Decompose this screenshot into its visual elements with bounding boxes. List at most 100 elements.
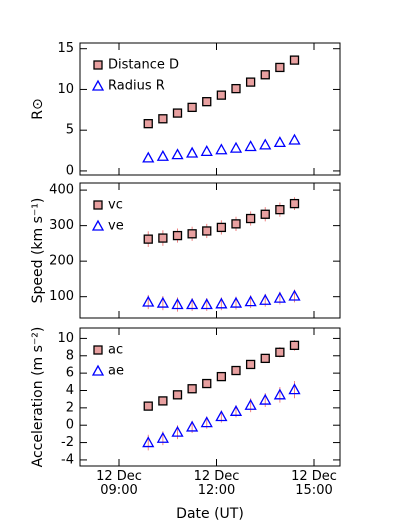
marker-square [245,77,256,87]
marker-triangle [156,296,169,308]
marker-square [158,396,168,406]
marker-square [172,230,183,241]
y-tick-label: 400 [49,183,74,198]
legend-marker [93,60,103,70]
marker-triangle [200,298,213,310]
marker-triangle [200,145,213,157]
marker-square [143,234,153,244]
marker-square [260,209,270,219]
marker-square [245,213,256,224]
marker-triangle [186,298,199,310]
marker-square [158,233,168,243]
marker-triangle [244,398,257,410]
marker-triangle [142,436,155,448]
marker-square [172,108,183,118]
legend-label: ae [108,364,124,379]
marker-square [231,219,241,229]
y-tick-label: 100 [49,289,74,304]
marker-triangle [259,393,272,405]
marker-square [289,340,300,351]
marker-triangle [156,431,169,443]
marker-square [202,378,212,389]
marker-square [187,384,197,394]
legend-marker [91,79,105,91]
marker-square [289,55,300,65]
marker-square [172,390,183,400]
legend-marker [91,364,105,376]
marker-triangle [273,136,286,148]
legend-marker [93,345,103,355]
x-tick-label: 12 Dec 15:00 [291,469,337,498]
legend-marker [93,200,103,210]
marker-square [260,353,270,364]
y-tick-label: 200 [49,254,74,269]
y-tick-label: 15 [57,41,74,56]
marker-triangle [142,151,155,163]
y-tick-label: -2 [61,435,74,450]
marker-triangle [273,291,286,303]
legend-label: Distance D [108,58,179,73]
marker-triangle [215,143,228,155]
marker-square [289,198,300,209]
marker-triangle [288,133,301,145]
marker-triangle [259,293,272,305]
marker-triangle [229,141,243,153]
y-tick-label: -4 [61,452,74,467]
marker-triangle [229,296,243,308]
marker-triangle [244,140,257,152]
x-tick-label: 12 Dec 12:00 [193,469,240,498]
legend-label: ac [108,343,123,358]
legend-label: ve [108,219,124,234]
marker-square [216,222,227,233]
marker-triangle [186,146,199,158]
marker-triangle [273,388,286,400]
y-tick-label: 5 [66,123,74,138]
x-tick-label: 12 Dec 09:00 [96,469,142,498]
marker-square [216,371,227,382]
legend-marker [91,219,105,231]
legend-label: vc [108,198,123,213]
marker-triangle [215,410,228,422]
marker-square [187,229,197,239]
marker-square [275,62,285,73]
marker-square [202,226,212,236]
y-tick-label: 0 [66,163,74,178]
y-axis-label: R⊙ [30,98,46,119]
marker-triangle [156,149,169,161]
marker-square [158,114,168,124]
y-tick-label: 2 [66,400,74,415]
marker-square [275,347,285,357]
marker-triangle [215,297,228,309]
marker-square [231,365,241,376]
marker-square [260,70,270,80]
marker-triangle [171,298,184,310]
marker-square [216,90,227,100]
y-axis-label: Speed (km s⁻¹) [30,198,46,304]
y-tick-label: 4 [66,383,74,398]
y-axis-label: Acceleration (m s⁻²) [30,327,46,468]
marker-square [275,204,285,215]
marker-triangle [186,420,199,432]
plot-frame [79,327,341,467]
marker-triangle [259,138,272,150]
marker-triangle [288,289,301,301]
y-tick-label: 8 [66,348,74,363]
marker-square [143,401,153,411]
marker-square [187,102,197,113]
plot-frame [79,182,341,319]
marker-triangle [200,416,213,428]
plot-frame [79,42,341,176]
y-tick-label: 10 [57,331,74,346]
marker-square [245,359,256,370]
legend-label: Radius R [108,79,165,94]
marker-triangle [171,425,184,437]
marker-triangle [244,295,257,307]
marker-triangle [142,295,155,307]
marker-triangle [171,148,184,160]
marker-square [231,83,241,94]
y-tick-label: 0 [66,418,74,433]
marker-square [202,97,212,107]
y-tick-label: 300 [49,218,74,233]
